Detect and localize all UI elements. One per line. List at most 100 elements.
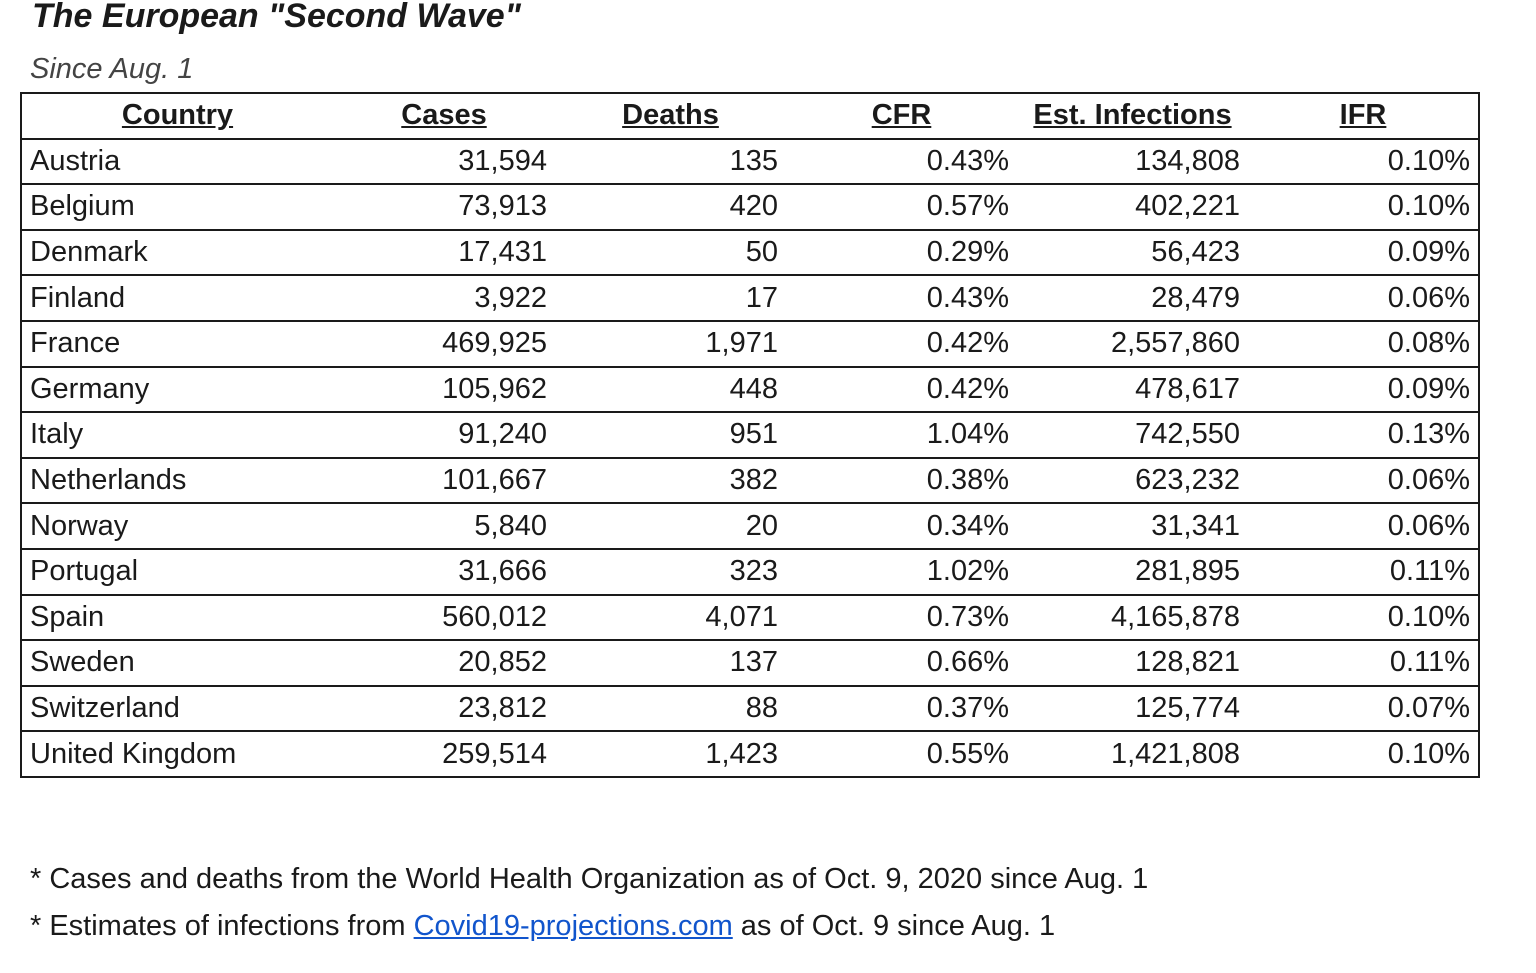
country-cell: Netherlands [20, 456, 333, 505]
value-cell: 128,821 [1017, 639, 1248, 687]
value-cell: 88 [555, 684, 786, 733]
value-cell: 0.09% [1248, 228, 1480, 277]
value-cell: 0.07% [1248, 684, 1480, 733]
page-subtitle: Since Aug. 1 [30, 53, 194, 85]
value-cell: 20,852 [333, 639, 555, 687]
value-cell: 0.42% [786, 365, 1017, 414]
country-cell: Switzerland [20, 684, 333, 733]
value-cell: 420 [555, 183, 786, 231]
value-cell: 323 [555, 547, 786, 596]
country-cell: Norway [20, 502, 333, 550]
table-row: Austria 31,594 135 0.43% 134,808 0.10% [20, 137, 1480, 186]
table-header-row: Country Cases Deaths CFR Est. Infections IFR [20, 92, 1480, 140]
value-cell: 281,895 [1017, 547, 1248, 596]
value-cell: 101,667 [333, 456, 555, 505]
page-title: The European "Second Wave" [32, 0, 521, 35]
footnote-estimates-prefix: * Estimates of infections from [30, 910, 414, 942]
value-cell: 0.06% [1248, 456, 1480, 505]
value-cell: 50 [555, 228, 786, 277]
value-cell: 0.43% [786, 137, 1017, 186]
value-cell: 0.10% [1248, 183, 1480, 231]
value-cell: 0.09% [1248, 365, 1480, 414]
value-cell: 0.11% [1248, 639, 1480, 687]
table-row: Belgium 73,913 420 0.57% 402,221 0.10% [20, 183, 1480, 231]
value-cell: 1,971 [555, 319, 786, 368]
value-cell: 2,557,860 [1017, 319, 1248, 368]
column-header-est-infections: Est. Infections [1017, 92, 1248, 140]
table-row: Switzerland 23,812 88 0.37% 125,774 0.07% [20, 684, 1480, 733]
value-cell: 1,421,808 [1017, 730, 1248, 778]
value-cell: 0.34% [786, 502, 1017, 550]
table-row: Netherlands 101,667 382 0.38% 623,232 0.06% [20, 456, 1480, 505]
value-cell: 0.42% [786, 319, 1017, 368]
value-cell: 135 [555, 137, 786, 186]
value-cell: 91,240 [333, 411, 555, 459]
country-cell: France [20, 319, 333, 368]
value-cell: 478,617 [1017, 365, 1248, 414]
footnotes: * Cases and deaths from the World Health… [30, 856, 1148, 950]
value-cell: 448 [555, 365, 786, 414]
value-cell: 0.06% [1248, 274, 1480, 322]
value-cell: 0.10% [1248, 730, 1480, 778]
value-cell: 28,479 [1017, 274, 1248, 322]
value-cell: 56,423 [1017, 228, 1248, 277]
covid19-projections-link[interactable]: Covid19-projections.com [413, 910, 733, 942]
value-cell: 17 [555, 274, 786, 322]
column-header-cfr: CFR [786, 92, 1017, 140]
value-cell: 0.10% [1248, 593, 1480, 642]
country-cell: Belgium [20, 183, 333, 231]
value-cell: 742,550 [1017, 411, 1248, 459]
table-row: Finland 3,922 17 0.43% 28,479 0.06% [20, 274, 1480, 322]
value-cell: 0.29% [786, 228, 1017, 277]
value-cell: 23,812 [333, 684, 555, 733]
value-cell: 469,925 [333, 319, 555, 368]
table-body: Austria 31,594 135 0.43% 134,808 0.10% Belgium… [20, 137, 1480, 778]
country-cell: Austria [20, 137, 333, 186]
table-row: Denmark 17,431 50 0.29% 56,423 0.09% [20, 228, 1480, 277]
value-cell: 31,666 [333, 547, 555, 596]
value-cell: 31,341 [1017, 502, 1248, 550]
table-row: Sweden 20,852 137 0.66% 128,821 0.11% [20, 639, 1480, 687]
column-header-cases: Cases [333, 92, 555, 140]
value-cell: 4,071 [555, 593, 786, 642]
table-row: Italy 91,240 951 1.04% 742,550 0.13% [20, 411, 1480, 459]
value-cell: 259,514 [333, 730, 555, 778]
value-cell: 3,922 [333, 274, 555, 322]
column-header-country: Country [20, 92, 333, 140]
country-cell: Spain [20, 593, 333, 642]
value-cell: 137 [555, 639, 786, 687]
column-header-ifr: IFR [1248, 92, 1480, 140]
footnote-estimates-suffix: as of Oct. 9 since Aug. 1 [732, 910, 1056, 942]
value-cell: 73,913 [333, 183, 555, 231]
table-row: France 469,925 1,971 0.42% 2,557,860 0.08% [20, 319, 1480, 368]
value-cell: 402,221 [1017, 183, 1248, 231]
value-cell: 20 [555, 502, 786, 550]
value-cell: 1.04% [786, 411, 1017, 459]
value-cell: 125,774 [1017, 684, 1248, 733]
table-row: Norway 5,840 20 0.34% 31,341 0.06% [20, 502, 1480, 550]
table-row: Portugal 31,666 323 1.02% 281,895 0.11% [20, 547, 1480, 596]
footnote-sources: * Cases and deaths from the World Health… [30, 863, 1149, 895]
table-row: United Kingdom 259,514 1,423 0.55% 1,421,808… [20, 730, 1480, 778]
value-cell: 382 [555, 456, 786, 505]
value-cell: 4,165,878 [1017, 593, 1248, 642]
value-cell: 0.38% [786, 456, 1017, 505]
value-cell: 0.73% [786, 593, 1017, 642]
value-cell: 134,808 [1017, 137, 1248, 186]
value-cell: 17,431 [333, 228, 555, 277]
country-cell: Italy [20, 411, 333, 459]
table-row: Germany 105,962 448 0.42% 478,617 0.09% [20, 365, 1480, 414]
value-cell: 0.11% [1248, 547, 1480, 596]
value-cell: 0.57% [786, 183, 1017, 231]
value-cell: 31,594 [333, 137, 555, 186]
value-cell: 560,012 [333, 593, 555, 642]
value-cell: 105,962 [333, 365, 555, 414]
country-cell: Portugal [20, 547, 333, 596]
value-cell: 951 [555, 411, 786, 459]
value-cell: 0.06% [1248, 502, 1480, 550]
country-cell: Germany [20, 365, 333, 414]
footnote-estimates: * Estimates of infections from Covid19-p… [30, 903, 1148, 950]
value-cell: 0.66% [786, 639, 1017, 687]
value-cell: 0.43% [786, 274, 1017, 322]
value-cell: 623,232 [1017, 456, 1248, 505]
